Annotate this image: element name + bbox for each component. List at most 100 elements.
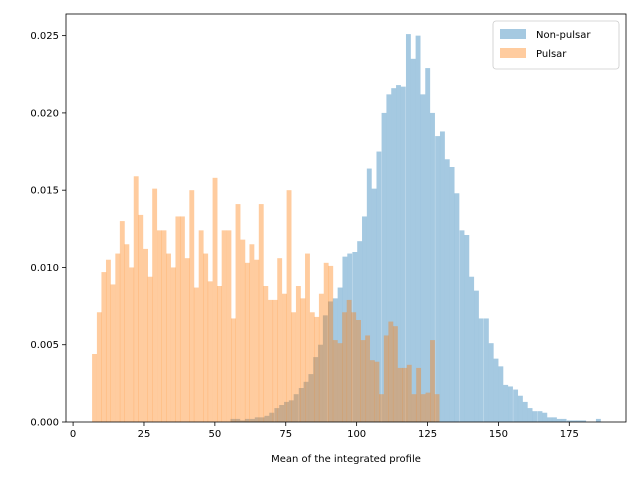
- pulsar-bar-49: [318, 293, 324, 422]
- non-pulsar-bar-17: [313, 357, 319, 422]
- non-pulsar-bar-15: [303, 381, 309, 422]
- non-pulsar-bar-24: [347, 253, 353, 422]
- non-pulsar-bar-7: [264, 415, 270, 422]
- pulsar-bar-11: [143, 248, 148, 422]
- pulsar-bar-73: [430, 340, 435, 422]
- non-pulsar-bar-73: [595, 418, 601, 422]
- pulsar-bar-2: [101, 272, 107, 422]
- x-tick-label-125: 125: [418, 429, 437, 440]
- non-pulsar-bar-71: [576, 420, 582, 422]
- non-pulsar-bar-32: [386, 94, 392, 423]
- pulsar-bar-53: [337, 343, 343, 422]
- y-tick-label-4: 0.020: [30, 108, 59, 119]
- pulsar-bar-40: [277, 258, 283, 422]
- pulsar-bar-16: [166, 253, 171, 422]
- legend: Non-pulsar Pulsar: [492, 20, 620, 70]
- pulsar-bar-23: [198, 230, 204, 422]
- pulsar-bar-21: [189, 190, 195, 422]
- legend-label-non-pulsar: Non-pulsar: [536, 30, 591, 41]
- non-pulsar-bar-18: [318, 344, 323, 422]
- pulsar-bar-41: [282, 293, 287, 422]
- pulsar-bar-17: [170, 267, 176, 422]
- pulsar-bar-31: [235, 204, 241, 422]
- legend-box: [492, 20, 620, 70]
- pulsar-bar-24: [203, 253, 209, 422]
- pulsar-bar-66: [397, 367, 403, 422]
- non-pulsar-bar-44: [444, 159, 450, 422]
- non-pulsar-bar-21: [332, 298, 338, 422]
- non-pulsar-bar-13: [293, 394, 299, 422]
- non-pulsar-bar-65: [547, 417, 553, 422]
- pulsar-bar-42: [286, 190, 292, 422]
- non-pulsar-bar-26: [357, 241, 363, 422]
- non-pulsar-bar-68: [561, 418, 567, 422]
- non-pulsar-bar-48: [464, 235, 470, 422]
- y-tick-label-3: 0.015: [30, 186, 59, 197]
- pulsar-bar-43: [291, 312, 297, 422]
- non-pulsar-bar-69: [566, 420, 572, 422]
- pulsar-bar-12: [147, 276, 153, 422]
- pulsar-bar-4: [110, 284, 116, 422]
- non-pulsar-bar-33: [391, 88, 397, 423]
- pulsar-bar-14: [157, 230, 162, 422]
- non-pulsar-bar-60: [522, 401, 528, 422]
- non-pulsar-bar-70: [571, 420, 577, 422]
- series-non-pulsar: [230, 34, 601, 423]
- non-pulsar-bar-67: [556, 418, 562, 422]
- pulsar-bar-13: [152, 188, 158, 422]
- non-pulsar-bar-31: [381, 112, 387, 422]
- x-tick-label-100: 100: [347, 429, 366, 440]
- non-pulsar-bar-66: [551, 417, 557, 422]
- y-tick-label-5: 0.025: [30, 31, 59, 42]
- non-pulsar-bar-64: [542, 412, 548, 422]
- non-pulsar-bar-5: [254, 417, 260, 422]
- non-pulsar-bar-4: [250, 418, 255, 422]
- pulsar-bar-25: [207, 281, 213, 422]
- non-pulsar-bar-42: [435, 136, 441, 422]
- pulsar-bar-69: [411, 394, 417, 422]
- x-tick-label-150: 150: [489, 429, 508, 440]
- pulsar-bar-29: [226, 230, 232, 422]
- pulsar-bar-59: [365, 335, 371, 422]
- non-pulsar-bar-12: [288, 400, 294, 422]
- non-pulsar-bar-55: [498, 366, 504, 422]
- pulsar-bar-50: [323, 262, 329, 422]
- pulsar-bar-19: [179, 216, 185, 422]
- pulsar-bar-18: [175, 216, 181, 422]
- non-pulsar-bar-19: [322, 315, 328, 422]
- pulsar-bar-51: [328, 265, 334, 422]
- pulsar-bar-27: [217, 286, 223, 422]
- non-pulsar-bar-22: [337, 287, 343, 422]
- non-pulsar-bar-54: [493, 358, 499, 422]
- non-pulsar-bar-37: [410, 58, 416, 422]
- non-pulsar-bar-46: [454, 193, 460, 422]
- non-pulsar-bar-50: [474, 290, 479, 422]
- pulsar-bar-20: [184, 258, 190, 422]
- x-tick-label-75: 75: [279, 429, 292, 440]
- non-pulsar-bar-36: [405, 34, 411, 423]
- pulsar-bar-33: [244, 262, 250, 422]
- x-tick-label-50: 50: [208, 429, 221, 440]
- non-pulsar-bar-39: [420, 94, 426, 423]
- non-pulsar-bar-1: [235, 418, 241, 422]
- pulsar-bar-74: [434, 394, 440, 422]
- non-pulsar-bar-27: [362, 216, 367, 422]
- pulsar-bar-47: [309, 312, 315, 422]
- series-pulsar: [92, 176, 440, 422]
- non-pulsar-bar-10: [279, 405, 285, 422]
- pulsar-bar-70: [416, 367, 422, 422]
- pulsar-bar-71: [420, 394, 426, 422]
- non-pulsar-bar-56: [503, 384, 509, 422]
- x-axis: 0 25 50 75 100 125 150 175: [70, 422, 579, 440]
- non-pulsar-bar-0: [230, 418, 236, 422]
- legend-swatch-pulsar: [500, 48, 526, 58]
- pulsar-bar-46: [305, 253, 310, 422]
- y-tick-label-0: 0.000: [30, 418, 59, 429]
- pulsar-bar-9: [133, 176, 139, 422]
- non-pulsar-bar-49: [469, 276, 475, 422]
- non-pulsar-bar-23: [342, 256, 348, 422]
- x-axis-label: Mean of the integrated profile: [271, 454, 421, 465]
- non-pulsar-bar-47: [459, 230, 465, 422]
- non-pulsar-bar-41: [430, 112, 435, 422]
